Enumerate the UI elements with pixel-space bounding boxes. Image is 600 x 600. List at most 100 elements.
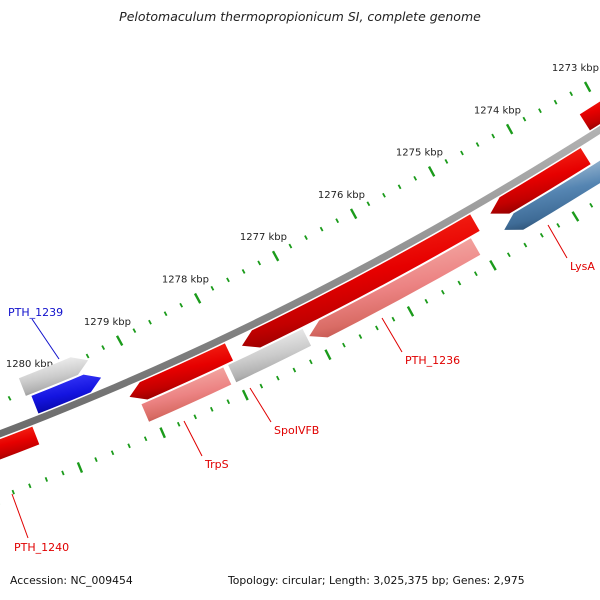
ruler-minor-tick (44, 477, 49, 482)
ruler-minor-tick (179, 302, 184, 308)
gene-arrow-spoivfb-gene[interactable] (228, 328, 312, 383)
gene-arrow-red-gene-d[interactable] (490, 148, 591, 214)
ruler-minor-tick (522, 116, 527, 122)
gene-label-lysa-gene[interactable]: LysA (570, 260, 595, 273)
ruler-major-tick (115, 335, 124, 347)
ruler-minor-tick (413, 175, 418, 181)
ruler-major-tick (583, 81, 592, 93)
gene-arrow-red-gene-c[interactable] (241, 214, 480, 348)
ruler-minor-tick (391, 316, 396, 322)
gene-label-pth1240-gene[interactable]: PTH_1240 (14, 541, 69, 554)
ruler-major-tick (427, 166, 436, 177)
ruler-minor-tick (491, 133, 496, 139)
leader-line-pth1240-gene (11, 493, 29, 539)
map-title: Pelotomaculum thermopropionicum SI, comp… (119, 9, 481, 24)
gene-arrow-pth1236-gene[interactable] (309, 238, 481, 338)
ruler-major-tick (241, 389, 249, 401)
ruler-position-label: 1274 kbp (474, 105, 521, 116)
ruler-position-label: 1277 kbp (240, 232, 287, 243)
ruler-minor-tick (304, 235, 308, 240)
ruler-minor-tick (163, 311, 168, 317)
footer-stats: Topology: circular; Length: 3,025,375 bp… (227, 574, 525, 587)
ruler-minor-tick (556, 223, 561, 228)
ruler-minor-tick (241, 269, 246, 274)
ruler-minor-tick (366, 201, 371, 207)
ruler-major-tick (571, 211, 580, 222)
ruler-major-tick (271, 250, 280, 262)
ruler-major-tick (406, 305, 415, 317)
ruler-minor-tick (441, 289, 445, 295)
gene-label-trps-gene[interactable]: TrpS (204, 458, 229, 471)
gene-arrow-lysa-gene[interactable] (504, 160, 600, 230)
ruler-minor-tick (569, 91, 574, 97)
ruler-minor-tick (382, 192, 386, 198)
ruler-minor-tick (143, 436, 148, 442)
ruler-minor-tick (210, 285, 215, 291)
ruler-labels: 1273 kbp 1274 kbp 1275 kbp 1276 kbp 1277 kbp… (6, 63, 599, 370)
gene-arrow-gray-gene-upper[interactable] (18, 357, 89, 396)
ruler-minor-tick (276, 375, 280, 381)
ruler-minor-tick (226, 399, 231, 405)
ruler-minor-tick (538, 108, 542, 114)
ruler-minor-tick (473, 271, 478, 277)
ruler-minor-tick (292, 367, 297, 373)
gene-label-pth1236-gene[interactable]: PTH_1236 (405, 354, 460, 367)
ruler-major-tick (489, 259, 497, 271)
ruler-minor-tick (11, 489, 15, 495)
ruler-minor-tick (475, 142, 480, 147)
ruler-minor-tick (506, 252, 511, 258)
footer-accession: Accession: NC_009454 (10, 574, 133, 587)
ruler-major-tick (76, 461, 84, 474)
gene-arrow-pth1239-gene[interactable] (31, 374, 102, 414)
ruler-minor-tick (309, 359, 313, 365)
gene-arrow-red-gene-b[interactable] (129, 343, 234, 400)
ruler-minor-tick (7, 395, 12, 401)
gene-label-pth1239-gene[interactable]: PTH_1239 (8, 306, 63, 319)
ruler-position-label: 1280 kbp (6, 359, 53, 370)
ruler-minor-tick (259, 383, 264, 389)
ruler-minor-tick (397, 184, 402, 190)
gene-arrow-trps-gene[interactable] (141, 367, 232, 422)
gene-labels: PTH_1239 PTH_1240 TrpS SpoIVFB PTH_1236 LysA (8, 260, 595, 554)
ruler-minor-tick (127, 443, 131, 449)
ruler-minor-tick (335, 218, 340, 224)
ruler-minor-tick (457, 280, 462, 286)
ruler-minor-tick (288, 243, 293, 249)
ruler-minor-tick (61, 470, 65, 476)
ruler-major-tick (505, 123, 514, 135)
ruler-major-tick (193, 292, 202, 304)
ruler-minor-tick (193, 414, 197, 420)
ruler-minor-tick (539, 232, 544, 238)
leader-line-pth1239-gene (31, 318, 60, 360)
gene-arrows (0, 91, 600, 463)
ruler-position-label: 1275 kbp (396, 148, 443, 159)
leader-line-spoivfb-gene (249, 387, 272, 423)
ruler-minor-tick (94, 457, 98, 463)
ruler-minor-tick (132, 328, 137, 334)
leader-line-pth1236-gene (381, 317, 403, 353)
ruler-minor-tick (257, 260, 262, 266)
gene-arrow-pth1240-gene[interactable] (0, 426, 40, 463)
ruler-minor-tick (589, 202, 594, 208)
ruler-minor-tick (28, 483, 32, 489)
ruler-minor-tick (553, 99, 558, 105)
ruler-minor-tick (85, 353, 90, 359)
leader-line-lysa-gene (547, 224, 568, 259)
ruler-minor-tick (209, 406, 214, 412)
ruler-minor-tick (444, 159, 449, 164)
ruler-major-tick (349, 208, 358, 220)
ruler-minor-tick (101, 345, 106, 350)
gene-arrow-red-gene-corner[interactable] (579, 91, 600, 131)
ruler-minor-tick (460, 150, 464, 156)
ruler-minor-tick (319, 226, 324, 232)
ruler-minor-tick (148, 319, 152, 325)
ruler-major-tick (159, 427, 166, 439)
ruler-position-label: 1278 kbp (162, 275, 209, 286)
gene-label-leader-lines (11, 224, 568, 539)
ruler-position-label: 1276 kbp (318, 190, 365, 201)
gene-label-spoivfb-gene[interactable]: SpoIVFB (274, 424, 319, 437)
ruler-minor-tick (523, 242, 528, 248)
ruler-minor-tick (358, 334, 363, 339)
